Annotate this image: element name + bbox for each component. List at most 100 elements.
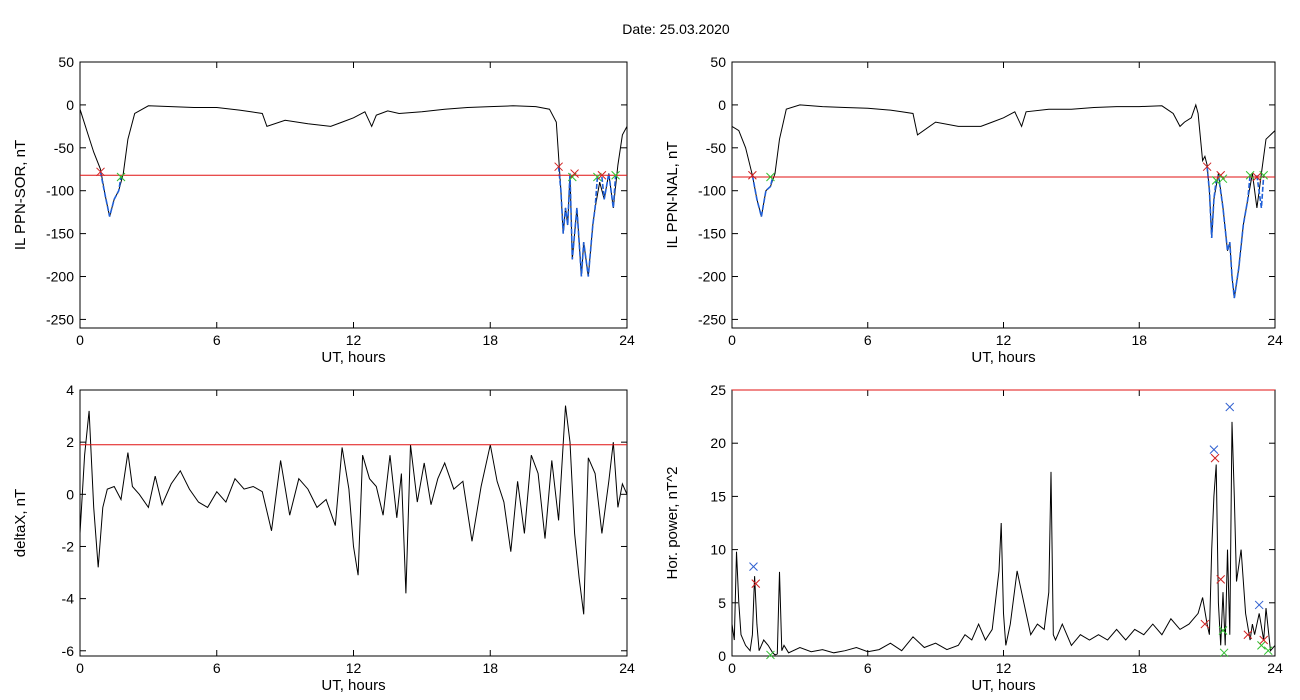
panel-bottom-left: 0 6 12 18 24 4 2 0 -2 -4 -6 UT, hours deltaX, nT — [12, 382, 635, 694]
x-marker — [570, 169, 579, 178]
y-tick-label: -50 — [54, 140, 74, 156]
y-tick-label: 0 — [718, 648, 726, 664]
x-marker — [1202, 162, 1212, 172]
x-marker — [554, 162, 563, 172]
x-tick-label: 6 — [213, 660, 221, 676]
x-axis-label: UT, hours — [321, 349, 385, 366]
highlight-segment — [99, 171, 122, 217]
x-tick-label: 18 — [1131, 660, 1147, 676]
x-axis-label: UT, hours — [971, 349, 1035, 366]
x-marker — [1216, 575, 1226, 584]
x-marker — [1210, 453, 1220, 463]
x-marker — [1254, 600, 1264, 610]
series-line — [79, 105, 628, 277]
x-marker — [1218, 174, 1228, 184]
y-tick-label: 2 — [66, 434, 74, 450]
y-tick-label: -200 — [698, 269, 726, 285]
x-marker — [1200, 619, 1210, 629]
y-tick-label: -250 — [46, 311, 74, 327]
x-tick-label: 0 — [76, 332, 84, 348]
y-tick-label: 5 — [718, 595, 726, 611]
x-tick-label: 12 — [346, 332, 362, 348]
x-marker — [1257, 641, 1266, 650]
x-tick-label: 24 — [1267, 660, 1283, 676]
x-axis-label: UT, hours — [971, 677, 1035, 694]
x-tick-label: 6 — [864, 660, 872, 676]
y-tick-label: -250 — [698, 311, 726, 327]
x-marker — [1219, 648, 1229, 658]
y-axis-label: Hor. power, nT^2 — [664, 467, 681, 580]
x-marker — [611, 170, 620, 180]
x-tick-label: 18 — [482, 332, 498, 348]
y-tick-label: -100 — [698, 183, 726, 199]
x-marker — [1245, 170, 1255, 180]
x-marker — [749, 562, 758, 571]
y-tick-label: -4 — [62, 591, 75, 607]
x-marker — [1259, 170, 1269, 180]
panel-top-right: 0 6 12 18 24 50 0 -50 -100 -150 -200 -250 UT, hours I… — [664, 54, 1283, 366]
x-marker — [766, 172, 775, 182]
y-tick-label: 50 — [710, 54, 726, 70]
highlight-segment — [1256, 175, 1265, 209]
figure-title: Date: 25.03.2020 — [622, 21, 730, 37]
y-tick-label: 25 — [710, 382, 726, 398]
series-line — [731, 103, 1276, 299]
x-tick-label: 24 — [619, 660, 635, 676]
x-marker — [593, 172, 602, 182]
x-tick-label: 12 — [996, 660, 1012, 676]
x-tick-label: 24 — [1267, 332, 1283, 348]
x-marker — [1218, 626, 1228, 635]
y-tick-label: -200 — [46, 269, 74, 285]
x-marker — [751, 579, 761, 589]
y-tick-label: 10 — [710, 542, 726, 558]
panel-bottom-right: 0 6 12 18 24 25 20 15 10 5 0 UT, hours Hor. power, n… — [664, 382, 1283, 694]
y-tick-label: 50 — [58, 54, 74, 70]
series-line — [731, 421, 1276, 656]
y-tick-label: 0 — [66, 97, 74, 113]
y-tick-label: -100 — [46, 183, 74, 199]
x-tick-label: 12 — [346, 660, 362, 676]
x-tick-label: 6 — [864, 332, 872, 348]
y-tick-label: -150 — [698, 226, 726, 242]
highlight-segment — [557, 166, 599, 277]
x-tick-label: 0 — [728, 332, 736, 348]
x-marker — [766, 650, 775, 660]
highlight-segment — [1217, 175, 1251, 299]
x-tick-label: 6 — [213, 332, 221, 348]
x-tick-label: 18 — [1131, 332, 1147, 348]
x-marker — [1263, 646, 1273, 656]
y-tick-label: -50 — [706, 140, 726, 156]
plot-frame — [79, 61, 628, 329]
x-marker — [597, 170, 607, 180]
x-marker — [1243, 630, 1253, 640]
x-marker — [116, 172, 126, 182]
highlight-segment — [1206, 166, 1217, 238]
x-tick-label: 24 — [619, 332, 635, 348]
series-line — [79, 405, 628, 615]
y-axis-label: IL PPN-SOR, nT — [12, 140, 29, 250]
x-marker — [1209, 445, 1219, 454]
y-axis-label: deltaX, nT — [12, 489, 29, 557]
highlight-segment — [601, 173, 617, 209]
y-tick-label: -2 — [62, 538, 75, 554]
x-marker — [1252, 172, 1262, 182]
x-marker — [1259, 635, 1269, 645]
x-marker — [1225, 402, 1235, 412]
y-tick-label: 15 — [710, 488, 726, 504]
y-tick-label: 20 — [710, 435, 726, 451]
y-axis-label: IL PPN-NAL, nT — [664, 142, 681, 249]
y-tick-label: 4 — [66, 382, 74, 398]
y-tick-label: -150 — [46, 226, 74, 242]
plot-frame — [731, 61, 1276, 329]
y-tick-label: 0 — [66, 486, 74, 502]
y-tick-label: -6 — [62, 643, 75, 659]
x-marker — [96, 167, 105, 177]
x-marker — [748, 170, 757, 180]
plot-frame — [79, 389, 628, 657]
x-axis-label: UT, hours — [321, 677, 385, 694]
y-tick-label: 0 — [718, 97, 726, 113]
x-tick-label: 0 — [76, 660, 84, 676]
x-tick-label: 18 — [482, 660, 498, 676]
x-tick-label: 12 — [996, 332, 1012, 348]
